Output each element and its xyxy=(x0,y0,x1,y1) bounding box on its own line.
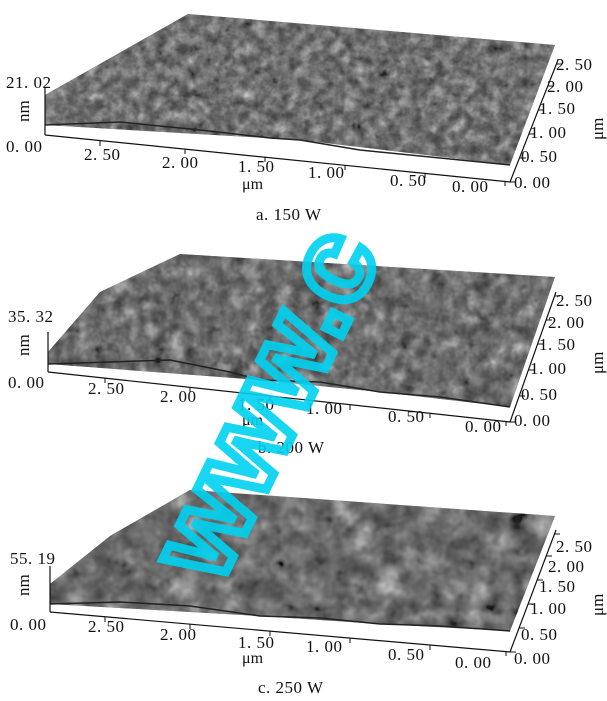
y-tick: 0. 00 xyxy=(514,649,551,668)
y-tick: 0. 00 xyxy=(514,411,551,430)
z-unit-label: nm xyxy=(14,574,33,596)
y-tick: 2. 50 xyxy=(556,537,593,556)
y-tick: 1. 50 xyxy=(539,99,576,118)
figure-caption: c. 250 W xyxy=(258,678,324,697)
y-tick: 2. 00 xyxy=(548,557,585,576)
x-tick: 1. 00 xyxy=(306,399,343,418)
x-unit-label: μm xyxy=(242,412,264,429)
figure-caption: b. 200 W xyxy=(258,438,325,457)
y-tick: 1. 50 xyxy=(539,577,576,596)
figure-caption: a. 150 W xyxy=(256,205,322,224)
z-min-label: 0. 00 xyxy=(10,615,47,634)
z-min-label: 0. 00 xyxy=(8,373,45,392)
y-unit-label: μm xyxy=(588,593,607,616)
afm-panel-150w: 21. 02 nm 0. 00 2. 50 2. 00 1. 50 1. 00 … xyxy=(0,0,607,232)
y-tick: 0. 00 xyxy=(514,173,551,192)
afm-surface-250w xyxy=(49,490,560,656)
z-max-label: 21. 02 xyxy=(6,73,52,92)
y-tick: 2. 00 xyxy=(548,313,585,332)
x-unit-label: μm xyxy=(242,650,264,667)
z-max-label: 55. 19 xyxy=(10,549,56,568)
y-tick: 2. 50 xyxy=(556,55,593,74)
y-tick: 0. 50 xyxy=(521,147,558,166)
x-tick: 0. 00 xyxy=(465,417,502,436)
x-tick: 2. 50 xyxy=(88,617,125,636)
x-tick: 0. 50 xyxy=(388,407,425,426)
afm-surface-150w xyxy=(44,14,562,186)
y-tick: 1. 50 xyxy=(539,335,576,354)
z-unit-label: nm xyxy=(14,100,33,122)
x-tick: 2. 00 xyxy=(162,153,199,172)
x-tick: 2. 00 xyxy=(160,387,197,406)
y-tick: 2. 00 xyxy=(547,77,584,96)
y-tick: 0. 50 xyxy=(521,625,558,644)
y-unit-label: μm xyxy=(588,117,607,140)
y-tick: 1. 00 xyxy=(530,599,567,618)
z-min-label: 0. 00 xyxy=(6,137,43,156)
afm-surface-200w xyxy=(47,254,560,426)
afm-panel-200w: 35. 32 nm 0. 00 2. 50 2. 00 1. 50 1. 00 … xyxy=(0,232,607,466)
x-tick: 2. 50 xyxy=(84,145,121,164)
x-tick: 0. 50 xyxy=(388,645,425,664)
y-tick: 1. 00 xyxy=(530,123,567,142)
y-tick: 2. 50 xyxy=(556,291,593,310)
x-tick: 0. 00 xyxy=(452,177,489,196)
z-unit-label: nm xyxy=(14,334,33,356)
x-unit-label: μm xyxy=(242,176,264,193)
x-tick: 1. 50 xyxy=(238,633,275,652)
y-tick: 0. 50 xyxy=(521,385,558,404)
y-unit-label: μm xyxy=(588,351,607,374)
x-tick: 1. 50 xyxy=(238,157,275,176)
x-tick: 2. 50 xyxy=(88,379,125,398)
x-tick: 1. 00 xyxy=(306,637,343,656)
y-tick: 1. 00 xyxy=(530,359,567,378)
x-tick: 2. 00 xyxy=(160,625,197,644)
afm-panel-250w: 55. 19 nm 0. 00 2. 50 2. 00 1. 50 1. 00 … xyxy=(0,466,607,701)
x-tick: 0. 50 xyxy=(390,171,427,190)
x-tick: 1. 00 xyxy=(308,163,345,182)
x-tick: 0. 00 xyxy=(455,653,492,672)
x-tick: 1. 50 xyxy=(238,395,275,414)
z-max-label: 35. 32 xyxy=(8,307,54,326)
